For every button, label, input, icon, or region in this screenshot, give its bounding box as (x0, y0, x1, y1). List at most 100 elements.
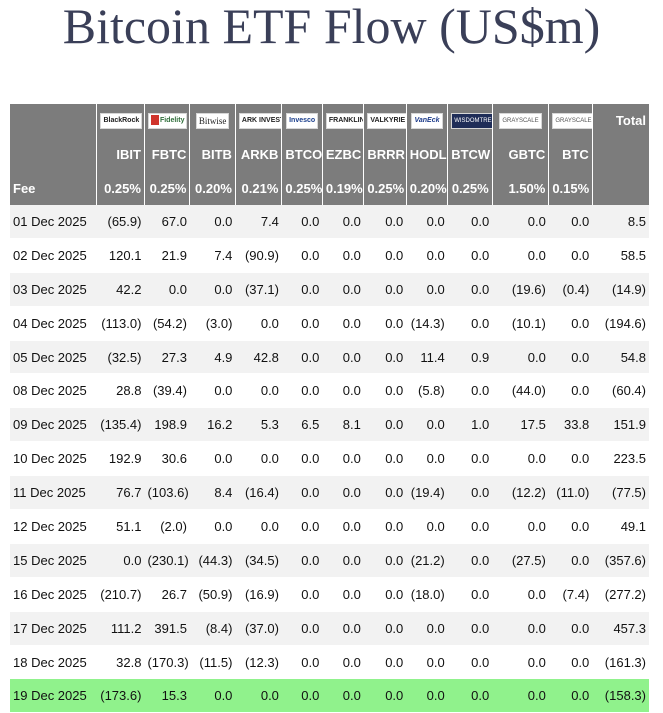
logo-text: VALKYRIE (370, 116, 406, 124)
cell-total: 457.3 (592, 611, 649, 646)
cell-ibit: (135.4) (96, 407, 145, 443)
cell-btc: 0.0 (548, 645, 593, 680)
cell-bitb: 0.0 (189, 509, 236, 544)
logo-cell: Bitwise (189, 104, 236, 137)
logo-text: Fidelity (159, 116, 185, 124)
cell-btc: 33.8 (548, 407, 593, 443)
row-date: 15 Dec 2025 (10, 543, 97, 578)
cell-btco: 0.0 (281, 577, 323, 612)
cell-bitb: (44.3) (189, 543, 236, 578)
header-corner (10, 104, 98, 137)
cell-btc: 0.0 (548, 205, 593, 239)
table-row: 11 Dec 2025 76.7 (103.6) 8.4 (16.4) 0.0 0.0 0.0… (10, 475, 649, 511)
cell-gbtc: 0.0 (492, 340, 549, 375)
cell-arkb: 0.0 (235, 678, 282, 713)
ark-logo-icon: ARK INVEST (238, 112, 281, 129)
bitwise-logo-icon: Bitwise (195, 112, 230, 129)
logo-cell: ARK INVEST (235, 104, 283, 137)
cell-total: 8.5 (592, 205, 649, 239)
cell-arkb: 0.0 (235, 306, 282, 341)
cell-btcw: 0.0 (447, 373, 493, 409)
cell-ibit: 111.2 (96, 611, 145, 646)
blackrock-logo-icon: BlackRock (100, 112, 143, 129)
cell-arkb: 5.3 (235, 407, 282, 443)
cell-bitb: (3.0) (189, 306, 236, 341)
cell-arkb: 0.0 (235, 509, 282, 544)
franklin-logo-icon: FRANKLIN TEMPLETON (325, 112, 363, 129)
cell-btcw: 0.0 (447, 441, 493, 477)
cell-gbtc: 0.0 (492, 611, 549, 646)
cell-ezbc: 0.0 (322, 645, 364, 680)
cell-btco: 0.0 (281, 509, 323, 544)
cell-ezbc: 0.0 (322, 611, 364, 646)
cell-bitb: 0.0 (189, 205, 236, 239)
logo-text: GRAYSCALE (502, 117, 539, 124)
fee-btcw: 0.25% (447, 171, 493, 205)
cell-gbtc: 0.0 (492, 577, 549, 612)
fee-label: Fee (10, 171, 98, 205)
cell-brrr: 0.0 (363, 611, 407, 646)
cell-fbtc: 67.0 (144, 205, 190, 239)
cell-bitb: 0.0 (189, 272, 236, 307)
total-header: Total (592, 104, 649, 137)
cell-arkb: (90.9) (235, 238, 282, 273)
cell-total: (161.3) (592, 645, 649, 680)
fee-row: Fee 0.25% 0.25% 0.20% 0.21% 0.25% 0.19% 0.25% 0… (10, 171, 649, 205)
cell-btcw: 0.0 (447, 272, 493, 307)
cell-hodl: 0.0 (406, 238, 448, 273)
cell-brrr: 0.0 (363, 407, 407, 443)
table-row: 19 Dec 2025 (173.6) 15.3 0.0 0.0 0.0 0.0 0.0 0.0… (10, 678, 649, 713)
cell-total: 223.5 (592, 441, 649, 477)
cell-fbtc: 391.5 (144, 611, 190, 646)
ticker-ibit: IBIT (96, 137, 145, 171)
cell-total: (60.4) (592, 373, 649, 409)
cell-hodl: 0.0 (406, 509, 448, 544)
ticker-ezbc: EZBC (322, 137, 365, 171)
cell-gbtc: (12.2) (492, 475, 549, 511)
cell-total: 54.8 (592, 340, 649, 375)
cell-hodl: (14.3) (406, 306, 448, 341)
ticker-btco: BTCO (281, 137, 323, 171)
ticker-btcw: BTCW (447, 137, 493, 171)
row-date: 17 Dec 2025 (10, 611, 97, 646)
etf-flow-table: BlackRock Fidelity Bitwise ARK INVEST Invesc… (10, 104, 649, 713)
fee-gbtc: 1.50% (492, 171, 550, 205)
cell-btco: 0.0 (281, 238, 323, 273)
cell-brrr: 0.0 (363, 340, 407, 375)
cell-bitb: 8.4 (189, 475, 236, 511)
cell-btco: 0.0 (281, 441, 323, 477)
cell-brrr: 0.0 (363, 678, 407, 713)
row-date: 09 Dec 2025 (10, 407, 97, 443)
cell-ibit: 32.8 (96, 645, 145, 680)
grayscale-logo-icon: GRAYSCALE (499, 112, 542, 129)
cell-ezbc: 0.0 (322, 441, 364, 477)
cell-arkb: 0.0 (235, 373, 282, 409)
cell-fbtc: (103.6) (144, 475, 190, 511)
cell-gbtc: 0.0 (492, 678, 549, 713)
cell-gbtc: (44.0) (492, 373, 549, 409)
cell-total: (357.6) (592, 543, 649, 578)
cell-fbtc: 26.7 (144, 577, 190, 612)
cell-ezbc: 0.0 (322, 373, 364, 409)
table-row: 02 Dec 2025 120.1 21.9 7.4 (90.9) 0.0 0.0 0.0 0.… (10, 238, 649, 273)
cell-ibit: 42.2 (96, 272, 145, 307)
cell-fbtc: (2.0) (144, 509, 190, 544)
fee-arkb: 0.21% (235, 171, 283, 205)
cell-ezbc: 0.0 (322, 238, 364, 273)
cell-btc: (7.4) (548, 577, 593, 612)
cell-gbtc: 17.5 (492, 407, 549, 443)
cell-hodl: 0.0 (406, 407, 448, 443)
ticker-total-blank (592, 137, 649, 171)
row-date: 01 Dec 2025 (10, 205, 97, 239)
cell-arkb: 0.0 (235, 441, 282, 477)
table-row: 09 Dec 2025 (135.4) 198.9 16.2 5.3 6.5 8.1 0.0 0… (10, 407, 649, 443)
cell-ezbc: 0.0 (322, 509, 364, 544)
cell-btco: 0.0 (281, 340, 323, 375)
cell-bitb: 4.9 (189, 340, 236, 375)
cell-btc: (0.4) (548, 272, 593, 307)
cell-brrr: 0.0 (363, 441, 407, 477)
cell-arkb: (34.5) (235, 543, 282, 578)
cell-fbtc: 15.3 (144, 678, 190, 713)
cell-fbtc: 30.6 (144, 441, 190, 477)
cell-hodl: 0.0 (406, 441, 448, 477)
